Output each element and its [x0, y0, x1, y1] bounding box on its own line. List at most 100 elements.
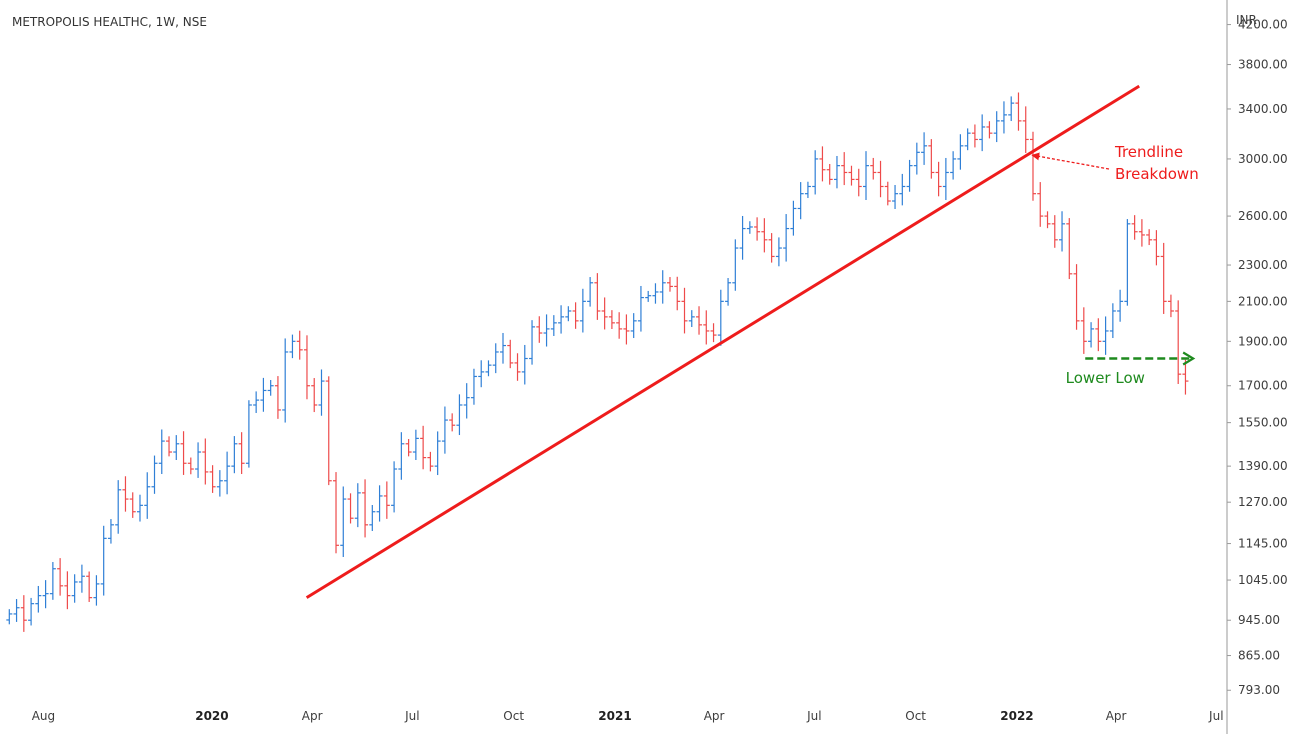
ohlc-bar	[899, 173, 906, 206]
trendline-breakdown-label: Trendline	[1114, 143, 1183, 161]
ohlc-bar	[572, 302, 579, 329]
time-axis[interactable]: Aug 2020 Apr Jul Oct 2021 Apr Jul Oct 2022 Apr Jul	[32, 709, 1224, 723]
ohlc-bar	[964, 128, 971, 151]
ohlc-bar	[536, 316, 543, 343]
price-tick-label: 2300.00	[1238, 258, 1288, 272]
ohlc-bar	[790, 200, 797, 236]
ohlc-bar	[296, 330, 303, 360]
ohlc-bar	[696, 306, 703, 335]
ohlc-bar	[797, 182, 804, 220]
ohlc-bar	[289, 334, 296, 359]
ohlc-bar	[754, 217, 761, 241]
ohlc-bar	[187, 457, 194, 475]
price-tick-label: 3000.00	[1238, 152, 1288, 166]
ohlc-bar	[841, 152, 848, 186]
ohlc-bar	[420, 425, 427, 470]
ohlc-bar	[1117, 289, 1124, 322]
ohlc-bar	[659, 270, 666, 304]
ohlc-bar	[768, 233, 775, 263]
ohlc-bar	[884, 181, 891, 206]
ohlc-bar	[579, 288, 586, 333]
ohlc-bar	[136, 494, 143, 522]
ohlc-bar	[993, 111, 1000, 143]
ohlc-bar	[166, 436, 173, 457]
ohlc-bar	[376, 485, 383, 522]
ohlc-bar	[906, 159, 913, 192]
ohlc-bar	[826, 163, 833, 185]
ohlc-bar	[347, 493, 354, 524]
ohlc-bar	[1088, 322, 1095, 348]
time-tick-label: Apr	[302, 709, 323, 723]
ohlc-bar	[158, 429, 165, 475]
ohlc-bar	[231, 436, 238, 474]
ohlc-bar	[812, 150, 819, 195]
ohlc-bar	[616, 312, 623, 339]
ohlc-bar	[804, 181, 811, 199]
price-tick-label: 1900.00	[1238, 334, 1288, 348]
ohlc-bar	[456, 394, 463, 436]
ohlc-bar	[499, 332, 506, 364]
ohlc-bar	[739, 215, 746, 260]
ohlc-bar	[877, 160, 884, 198]
ohlc-bar	[1022, 106, 1029, 153]
ohlc-bar	[1102, 316, 1109, 355]
ohlc-bar	[848, 165, 855, 186]
ohlc-bar	[913, 142, 920, 175]
ohlc-bar	[86, 571, 93, 602]
ohlc-bar	[35, 585, 42, 613]
ohlc-bar	[216, 470, 223, 497]
ohlc-bar	[391, 461, 398, 513]
ohlc-bar	[383, 481, 390, 519]
ohlc-bar	[267, 379, 274, 396]
ohlc-bar	[674, 276, 681, 311]
ohlc-bar	[666, 277, 673, 292]
ohlc-bar	[681, 287, 688, 334]
ohlc-bar	[311, 378, 318, 413]
support-trendline	[305, 84, 1140, 599]
ohlc-bar	[775, 237, 782, 267]
time-tick-label: Oct	[905, 709, 926, 723]
ohlc-bar	[478, 360, 485, 388]
ohlc-bar	[1080, 307, 1087, 354]
ohlc-bar	[238, 432, 245, 475]
drawing-lines-layer	[305, 84, 1196, 599]
ohlc-bar	[855, 168, 862, 197]
ohlc-bar	[78, 564, 85, 593]
ohlc-bar	[601, 297, 608, 330]
ohlc-bar	[652, 283, 659, 304]
ohlc-bar	[274, 376, 281, 419]
ohlc-bar	[57, 558, 64, 596]
ohlc-bar	[282, 338, 289, 423]
time-tick-label: Jul	[806, 709, 821, 723]
ohlc-bar	[93, 575, 100, 606]
ohlc-bar	[543, 314, 550, 347]
price-tick-label: 1045.00	[1238, 573, 1288, 587]
trendline-breakdown-label: Breakdown	[1115, 165, 1199, 183]
time-tick-label: Apr	[1106, 709, 1127, 723]
ohlc-bar	[703, 310, 710, 345]
ohlc-bar	[514, 353, 521, 381]
ohlc-bar	[434, 431, 441, 476]
ohlc-bar	[173, 435, 180, 461]
ohlc-bar	[1073, 264, 1080, 330]
ohlc-bar	[950, 151, 957, 180]
ohlc-bar	[202, 438, 209, 485]
ohlc-bar	[870, 157, 877, 180]
lower-low-label: Lower Low	[1066, 369, 1145, 387]
trendline-breakdown-arrow	[1031, 152, 1110, 170]
price-tick-label: 865.00	[1238, 649, 1280, 663]
ohlc-bar	[1029, 131, 1036, 201]
ohlc-bar	[594, 273, 601, 320]
ohlc-bar	[318, 369, 325, 416]
price-tick-label: 1550.00	[1238, 416, 1288, 430]
ohlc-bar	[892, 184, 899, 209]
price-tick-label: 945.00	[1238, 613, 1280, 627]
ohlc-bar	[144, 472, 151, 519]
price-tick-label: 2600.00	[1238, 209, 1288, 223]
ohlc-bar	[710, 323, 717, 343]
price-axis[interactable]: 793.00 865.00 945.00 1045.00 1145.00 1270.00 1…	[1226, 0, 1288, 734]
ohlc-bar	[253, 391, 260, 413]
ohlc-bar	[732, 239, 739, 291]
